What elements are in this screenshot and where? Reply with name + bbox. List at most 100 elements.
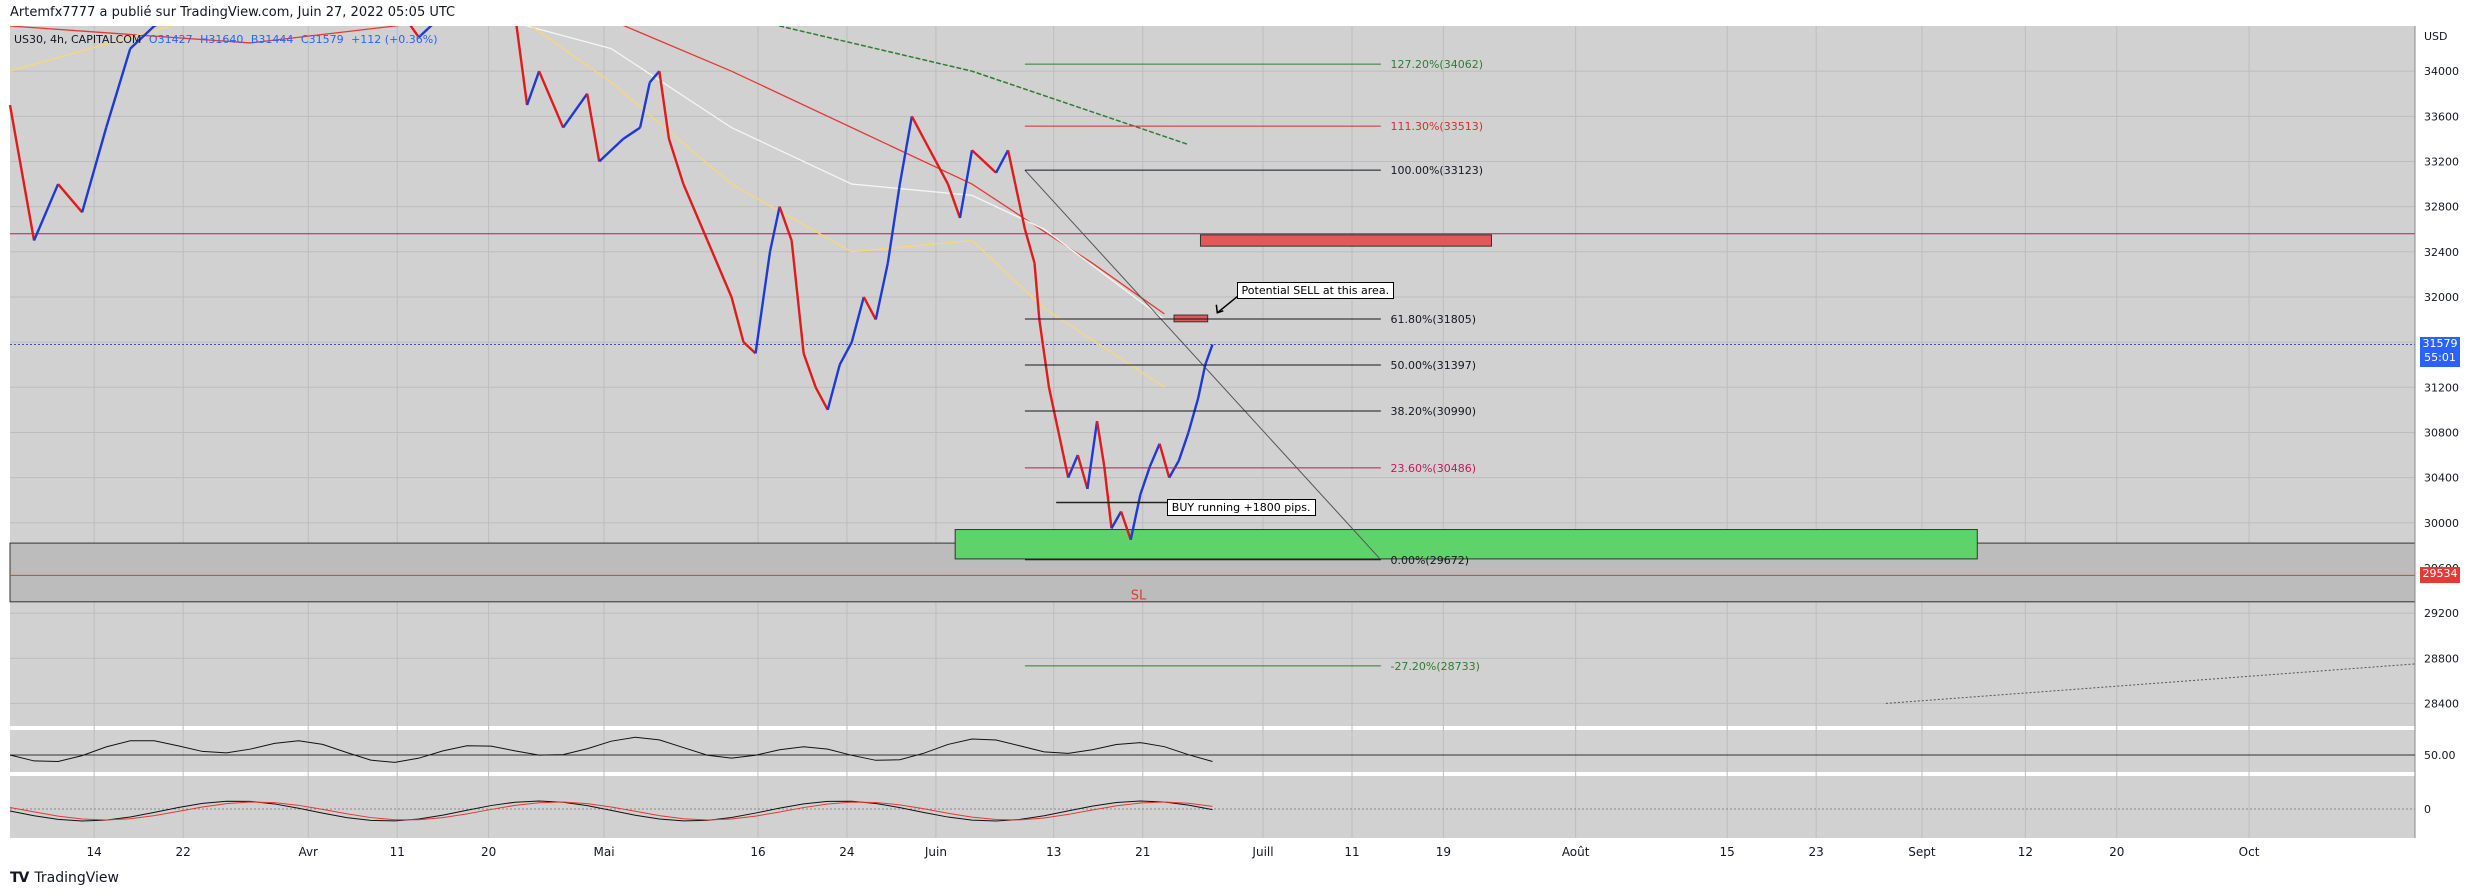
price-segment [730, 296, 745, 343]
rsi-pane-background [10, 730, 2415, 772]
x-tick-label: 11 [390, 845, 405, 859]
price-tag-value: 31579 [2422, 336, 2458, 350]
price-segment [586, 93, 601, 162]
price-segment [537, 70, 565, 129]
projection-line [1885, 663, 2416, 704]
x-tick-label: Sept [1908, 845, 1936, 859]
price-segment [1038, 319, 1051, 388]
fib-level-label: 100.00%(33123) [1390, 164, 1483, 177]
x-tick-label: 15 [1720, 845, 1735, 859]
price-segment [525, 70, 541, 106]
price-segment [958, 149, 974, 219]
x-tick-label: Août [1562, 845, 1590, 859]
rsi-line [9, 736, 1213, 763]
price-segment [934, 160, 950, 185]
price-segment [682, 183, 709, 241]
price-segment [754, 251, 772, 354]
x-tick-label: 22 [176, 845, 191, 859]
x-tick-label: Avr [298, 845, 318, 859]
sl-label: SL [1131, 588, 1147, 603]
footer: TV TradingView [0, 863, 2474, 893]
legend-close: C31579 [300, 33, 344, 46]
price-segment [826, 364, 841, 411]
fib-level-label: 38.20%(30990) [1390, 405, 1476, 418]
price-segment [1187, 398, 1200, 433]
price-segment [802, 353, 817, 388]
price-segment [598, 138, 625, 163]
price-tag-countdown: 55:01 [2424, 350, 2456, 364]
legend-high: H31640 [200, 33, 244, 46]
y-tick-label: 34000 [2424, 65, 2459, 78]
x-tick-label: 12 [2018, 845, 2033, 859]
macd-level-label: 0 [2424, 803, 2431, 816]
x-tick-label: Mai [594, 845, 615, 859]
price-segment [778, 206, 793, 241]
y-tick-label: 29200 [2424, 607, 2459, 620]
legend-symbol: US30, 4h, CAPITALCOM [14, 33, 142, 46]
price-segment [667, 138, 685, 185]
price-segment [1057, 432, 1070, 478]
y-tick-label: 32800 [2424, 201, 2459, 214]
legend-change: +112 (+0.36%) [351, 33, 438, 46]
price-segment [1177, 432, 1190, 462]
x-tick-label: 23 [1809, 845, 1824, 859]
price-segment [971, 149, 985, 163]
fib-level-label: 61.80%(31805) [1390, 313, 1476, 326]
price-segment [129, 26, 156, 50]
y-tick-label: 28800 [2424, 652, 2459, 665]
legend-low: B31444 [250, 33, 294, 46]
y-tick-label: 33200 [2424, 155, 2459, 168]
fib-level-label: 23.60%(30486) [1390, 462, 1476, 475]
y-tick-label: 30400 [2424, 472, 2459, 485]
brand-name[interactable]: TradingView [34, 870, 119, 886]
x-tick-label: 20 [481, 845, 496, 859]
chart-canvas[interactable]: 127.20%(34062) 111.30%(33513) 100.00%(3312… [0, 26, 2474, 863]
price-segment [1139, 465, 1152, 495]
price-segment [418, 26, 433, 39]
y-tick-label: 31200 [2424, 381, 2459, 394]
sell-zone-upper [1199, 234, 1492, 247]
y-tick-label: 32000 [2424, 291, 2459, 304]
price-segment [622, 126, 641, 140]
price-segment [1023, 228, 1036, 264]
fib-level-label: -27.20%(28733) [1390, 660, 1480, 673]
macd-pane-background [10, 776, 2415, 838]
ma-white [524, 26, 1165, 321]
price-tag-value: 29534 [2422, 567, 2458, 581]
price-segment [1047, 387, 1060, 433]
price-segment [946, 183, 962, 219]
price-segment [1119, 511, 1132, 541]
price-segment [1086, 420, 1099, 490]
fib-level-label: 127.20%(34062) [1390, 58, 1483, 71]
buy-annotation: BUY running +1800 pips. [1166, 499, 1316, 517]
price-tag: 31579 55:01 [2420, 336, 2460, 367]
price-segment [874, 262, 889, 320]
price-segment [1168, 460, 1180, 479]
price-segment [105, 48, 132, 128]
price-segment [898, 116, 914, 185]
sell-arrow-head [1215, 304, 1224, 314]
price-segment [409, 26, 420, 38]
price-segment [1110, 510, 1123, 530]
fib-level-label: 0.00%(29672) [1390, 554, 1469, 567]
price-segment [1067, 454, 1079, 479]
x-tick-label: 14 [87, 845, 102, 859]
price-segment [790, 240, 805, 354]
ma-red [9, 26, 1165, 315]
price-segment [1033, 262, 1041, 320]
price-segment [768, 206, 781, 253]
price-segment [862, 296, 877, 321]
y-tick-label: 30000 [2424, 517, 2459, 530]
price-segment [886, 183, 902, 264]
symbol-legend: US30, 4h, CAPITALCOM O31427 H31640 B3144… [14, 33, 442, 46]
x-tick-label: 24 [839, 845, 854, 859]
x-tick-label: 16 [750, 845, 765, 859]
price-segment [1095, 420, 1106, 467]
tradingview-logo-icon: TV [10, 870, 29, 886]
y-tick-label: 33600 [2424, 110, 2459, 123]
rsi-level-label: 50.00 [2424, 749, 2456, 762]
x-tick-label: Juin [924, 845, 947, 859]
price-segment [994, 149, 1010, 174]
price-tag: 29534 [2420, 567, 2460, 584]
price-segment [910, 115, 925, 140]
